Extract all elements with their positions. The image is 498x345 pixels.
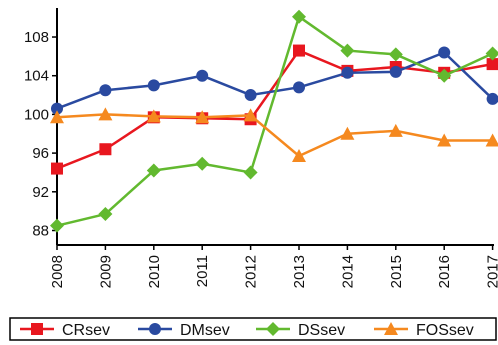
data-point-crsev xyxy=(293,44,305,57)
data-point-dssev xyxy=(485,46,498,61)
legend-marker-dmsev xyxy=(149,323,161,335)
series-crsev xyxy=(51,44,498,175)
legend-label-crsev: CRsev xyxy=(62,322,110,339)
legend-box xyxy=(9,317,497,341)
data-point-dssev xyxy=(146,163,161,178)
data-point-dmsev xyxy=(389,65,402,78)
legend-item-dssev: DSsev xyxy=(256,322,345,339)
data-point-dmsev xyxy=(51,102,63,115)
x-tick-label: 2012 xyxy=(243,255,260,288)
data-point-fossev xyxy=(98,107,113,121)
series-layer xyxy=(50,9,498,233)
data-point-crsev xyxy=(486,58,498,71)
legend-label-fossev: FOSsev xyxy=(416,322,474,339)
data-point-fossev xyxy=(195,110,210,124)
data-point-fossev xyxy=(292,149,306,163)
x-tick-label: 2014 xyxy=(339,255,356,288)
data-point-dmsev xyxy=(486,92,498,105)
data-point-fossev xyxy=(340,126,355,140)
series-fossev xyxy=(50,107,498,163)
y-tick-label: 104 xyxy=(24,68,49,85)
y-tick-label: 108 xyxy=(24,29,49,46)
tick-labels: 88 92 96 100 104 108 2008 2009 2010 2011 2012 2013 2… xyxy=(24,29,498,288)
legend-marker-fossev xyxy=(384,322,398,335)
data-point-fossev xyxy=(146,109,161,123)
data-point-dssev xyxy=(388,47,403,62)
data-point-dmsev xyxy=(99,84,112,97)
legend-label-dmsev: DMsev xyxy=(180,322,230,339)
data-point-dssev xyxy=(50,218,64,233)
data-point-dssev xyxy=(340,43,355,58)
data-point-dmsev xyxy=(438,46,451,59)
legend-item-fossev: FOSsev xyxy=(374,322,474,339)
data-point-fossev xyxy=(243,108,258,122)
y-tick-label: 100 xyxy=(24,106,49,123)
data-point-crsev xyxy=(99,143,112,156)
legend-marker-crsev xyxy=(31,323,43,335)
x-tick-label: 2017 xyxy=(485,255,498,288)
x-tick-label: 2013 xyxy=(291,255,308,288)
series-line-dssev xyxy=(56,15,494,227)
x-tick-label: 2011 xyxy=(194,255,211,287)
data-point-dssev xyxy=(292,9,306,24)
series-dssev xyxy=(50,9,498,233)
legend-marker-dssev xyxy=(266,322,280,336)
data-point-dmsev xyxy=(244,89,257,102)
data-point-crsev xyxy=(51,162,63,175)
data-point-dssev xyxy=(195,156,210,171)
data-point-fossev xyxy=(50,110,64,124)
data-point-fossev xyxy=(437,133,452,147)
data-point-fossev xyxy=(388,123,403,137)
y-tick-label: 92 xyxy=(32,184,49,201)
x-tick-label: 2008 xyxy=(49,255,66,288)
data-point-fossev xyxy=(485,133,498,147)
x-tick-label: 2015 xyxy=(388,255,405,288)
data-point-dmsev xyxy=(341,66,354,79)
data-point-dmsev xyxy=(147,79,160,92)
y-tick-label: 96 xyxy=(32,145,49,162)
legend-label-dssev: DSsev xyxy=(298,322,345,339)
series-line-fossev xyxy=(56,113,493,158)
data-point-dmsev xyxy=(196,69,209,82)
data-point-dssev xyxy=(437,68,452,83)
axes xyxy=(52,8,494,250)
series-dmsev xyxy=(51,46,498,115)
x-tick-label: 2010 xyxy=(146,255,163,288)
y-tick-label: 88 xyxy=(32,222,49,239)
legend: CRsev DMsev DSsev FOSsev xyxy=(9,317,497,341)
legend-item-dmsev: DMsev xyxy=(138,322,230,339)
legend-item-crsev: CRsev xyxy=(20,322,110,339)
data-point-dssev xyxy=(243,165,258,180)
x-tick-label: 2016 xyxy=(436,255,453,288)
series-line-dmsev xyxy=(56,51,494,110)
x-tick-label: 2009 xyxy=(97,255,114,288)
series-line-crsev xyxy=(56,49,493,170)
data-point-dmsev xyxy=(293,81,305,94)
data-point-dssev xyxy=(98,207,113,222)
